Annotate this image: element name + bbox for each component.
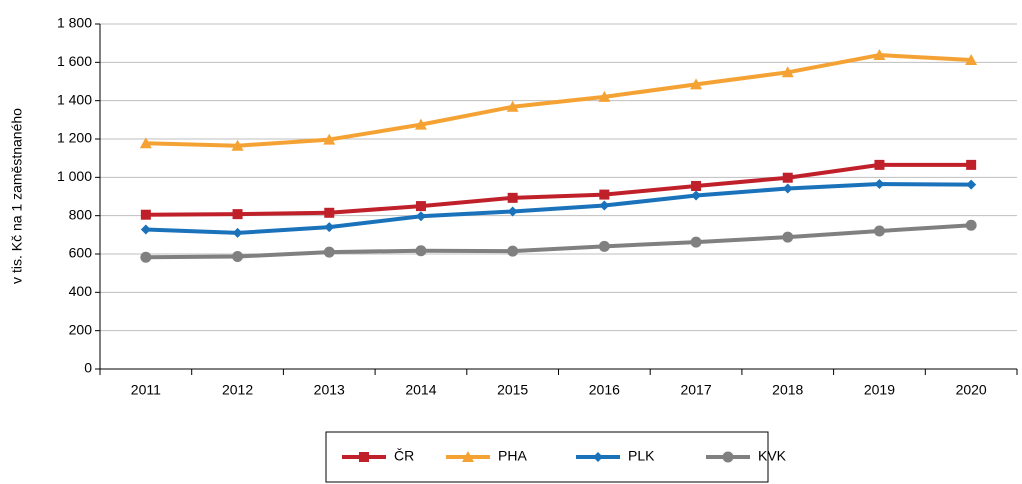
legend-label: ČR <box>394 448 414 464</box>
y-axis-label: v tis. Kč na 1 zaměstnaného <box>9 108 25 284</box>
marker <box>599 200 610 211</box>
marker <box>874 159 885 170</box>
y-tick-label: 1 200 <box>57 130 92 146</box>
series-line <box>145 53 972 148</box>
x-tick-label: 2019 <box>864 382 895 398</box>
marker <box>873 225 885 237</box>
marker <box>966 179 977 190</box>
marker <box>232 250 244 262</box>
legend-label: PLK <box>628 448 655 464</box>
x-tick-label: 2012 <box>222 382 253 398</box>
marker <box>359 452 369 462</box>
series-line <box>145 162 972 217</box>
marker <box>965 54 978 66</box>
marker <box>324 222 335 233</box>
marker <box>462 451 474 462</box>
marker <box>140 224 151 235</box>
marker <box>231 139 244 151</box>
marker <box>415 245 427 257</box>
marker <box>232 227 243 238</box>
marker <box>507 192 518 203</box>
marker <box>324 207 335 218</box>
x-tick-label: 2014 <box>405 382 436 398</box>
y-tick-label: 0 <box>84 360 92 376</box>
marker <box>139 137 152 149</box>
series-line <box>145 182 972 235</box>
marker <box>965 219 977 231</box>
x-tick-label: 2020 <box>956 382 987 398</box>
y-tick-label: 400 <box>69 283 93 299</box>
marker <box>690 236 702 248</box>
marker <box>690 78 703 90</box>
marker <box>782 172 793 183</box>
marker <box>415 201 426 212</box>
legend-label: PHA <box>498 448 527 464</box>
legend-label: KVK <box>758 448 787 464</box>
marker <box>140 209 151 220</box>
y-tick-label: 1 000 <box>57 168 92 184</box>
marker <box>415 211 426 222</box>
marker <box>782 183 793 194</box>
y-tick-label: 600 <box>69 245 93 261</box>
y-tick-label: 200 <box>69 321 93 337</box>
marker <box>598 90 611 102</box>
marker <box>323 133 336 145</box>
y-tick-label: 1 600 <box>57 53 92 69</box>
y-tick-label: 1 400 <box>57 91 92 107</box>
x-tick-label: 2018 <box>772 382 803 398</box>
legend-box <box>325 431 769 483</box>
marker <box>506 100 519 112</box>
y-tick-label: 1 800 <box>57 15 92 31</box>
x-tick-label: 2015 <box>497 382 528 398</box>
marker <box>507 245 519 257</box>
marker <box>722 451 734 463</box>
marker <box>593 452 603 462</box>
series-line <box>145 223 972 260</box>
marker <box>507 206 518 217</box>
marker <box>874 179 885 190</box>
marker <box>599 189 610 200</box>
marker <box>966 159 977 170</box>
marker <box>782 231 794 243</box>
marker <box>873 49 886 61</box>
marker <box>140 251 152 263</box>
marker <box>414 118 427 130</box>
x-tick-label: 2016 <box>589 382 620 398</box>
y-tick-label: 800 <box>69 206 93 222</box>
marker <box>691 190 702 201</box>
marker <box>323 246 335 258</box>
marker <box>781 66 794 78</box>
x-tick-label: 2017 <box>680 382 711 398</box>
x-tick-label: 2013 <box>314 382 345 398</box>
marker <box>598 240 610 252</box>
marker <box>232 209 243 220</box>
x-tick-label: 2011 <box>131 382 161 398</box>
marker <box>691 180 702 191</box>
